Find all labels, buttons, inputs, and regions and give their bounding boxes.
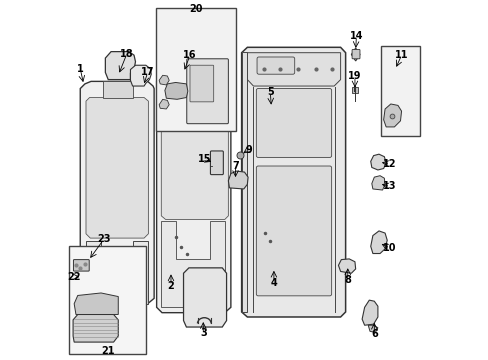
Polygon shape [159,75,169,85]
Polygon shape [370,231,386,253]
Polygon shape [86,98,148,238]
Polygon shape [159,99,169,109]
Polygon shape [247,53,340,86]
Polygon shape [164,82,187,99]
Text: 5: 5 [266,87,273,97]
Text: 15: 15 [197,154,211,164]
Text: 2: 2 [167,281,174,291]
Polygon shape [161,221,224,307]
Text: 6: 6 [370,329,377,339]
Polygon shape [371,176,384,190]
Text: 9: 9 [245,144,252,154]
Polygon shape [241,51,247,312]
Polygon shape [86,241,148,304]
Polygon shape [362,300,377,325]
Text: 3: 3 [200,328,206,338]
FancyBboxPatch shape [256,166,331,296]
Text: 19: 19 [347,71,361,81]
FancyBboxPatch shape [73,260,89,271]
Polygon shape [183,268,226,327]
Polygon shape [370,154,386,170]
Polygon shape [102,81,133,98]
Text: 22: 22 [67,272,81,282]
Polygon shape [241,47,345,317]
Polygon shape [161,90,228,220]
Text: 7: 7 [232,161,239,171]
FancyBboxPatch shape [256,89,331,157]
Text: 17: 17 [141,67,154,77]
Text: 12: 12 [383,159,396,169]
Text: 10: 10 [383,243,396,253]
FancyBboxPatch shape [210,151,223,175]
FancyBboxPatch shape [257,57,294,74]
Polygon shape [156,77,230,313]
FancyBboxPatch shape [190,65,213,102]
Polygon shape [351,48,359,61]
Text: 16: 16 [183,50,196,60]
Polygon shape [74,293,118,315]
Text: 1: 1 [77,64,83,74]
Text: 21: 21 [102,346,115,356]
Text: 20: 20 [189,4,203,14]
FancyBboxPatch shape [351,49,359,59]
Text: 11: 11 [394,50,407,60]
FancyBboxPatch shape [381,46,419,136]
Polygon shape [80,81,154,304]
Polygon shape [367,325,377,332]
Text: 4: 4 [270,278,277,288]
Polygon shape [228,171,247,189]
Polygon shape [169,50,204,76]
FancyBboxPatch shape [186,59,228,124]
Text: 23: 23 [97,234,110,244]
Text: 14: 14 [349,31,363,41]
FancyBboxPatch shape [155,8,236,131]
Polygon shape [338,259,355,273]
Polygon shape [130,65,151,86]
Polygon shape [105,51,135,80]
Text: 13: 13 [383,181,396,192]
Text: 8: 8 [344,275,350,285]
Text: 18: 18 [120,49,133,59]
Polygon shape [383,104,401,127]
FancyBboxPatch shape [69,246,145,354]
Polygon shape [73,315,118,342]
